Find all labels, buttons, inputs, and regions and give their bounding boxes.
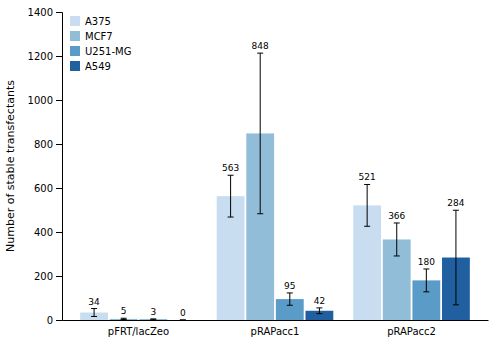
y-tick-label: 800 (34, 139, 53, 150)
legend-label: A549 (85, 61, 111, 72)
y-tick-mark (56, 56, 62, 57)
x-tick-label: pRAPacc2 (387, 326, 436, 337)
y-tick-label: 1200 (28, 51, 53, 62)
legend-item: MCF7 (70, 31, 113, 42)
y-tick-label: 1000 (28, 95, 53, 106)
legend-swatch (70, 46, 80, 56)
y-tick-mark (56, 100, 62, 101)
data-label: 42 (314, 296, 325, 306)
error-bar (180, 320, 186, 321)
y-tick-label: 400 (34, 227, 53, 238)
error-bar (228, 175, 234, 217)
data-label: 34 (88, 297, 100, 307)
legend-label: A375 (85, 16, 111, 27)
y-tick: 1000 (28, 95, 62, 106)
y-tick-label: 1400 (28, 7, 53, 18)
data-label: 180 (418, 257, 435, 267)
legend-item: A375 (70, 16, 111, 27)
x-tick: pRAPacc2 (387, 326, 436, 337)
data-labels: 34 563 521 5 848 366 3 95 180 0 42 284 (88, 41, 464, 318)
error-bar (453, 210, 459, 305)
error-bar (91, 309, 97, 317)
chart: 0 200 400 600 800 1000 1200 1400 pFRT/lacZeo pRAP… (0, 0, 500, 350)
data-label: 521 (359, 172, 376, 182)
error-bar (257, 53, 263, 214)
y-axis-line (56, 13, 63, 321)
data-label: 284 (447, 198, 464, 208)
legend-swatch (70, 31, 80, 41)
y-tick: 200 (34, 271, 62, 282)
data-label: 848 (252, 41, 269, 51)
data-label: 95 (284, 281, 295, 291)
x-axis-line (63, 320, 489, 321)
y-tick-mark (56, 232, 62, 233)
error-bar (150, 318, 156, 320)
y-tick: 800 (34, 139, 62, 150)
y-axis: 0 200 400 600 800 1000 1200 1400 (28, 7, 63, 326)
data-label: 5 (121, 306, 127, 316)
error-bar (364, 184, 370, 226)
data-label: 563 (222, 163, 239, 173)
x-tick: pRAPacc1 (251, 326, 300, 337)
y-tick: 0 (47, 315, 62, 326)
y-tick-mark (56, 320, 62, 321)
y-tick-label: 0 (47, 315, 53, 326)
y-axis-title: Number of stable transfectants (4, 80, 17, 252)
y-tick: 600 (34, 183, 62, 194)
legend-swatch (70, 16, 80, 26)
plot: 0 200 400 600 800 1000 1200 1400 pFRT/lacZeo pRAP… (4, 7, 489, 337)
error-bar (316, 308, 322, 314)
error-bar (423, 269, 429, 292)
legend-item: U251-MG (70, 46, 131, 57)
bar (169, 320, 197, 321)
bar (139, 319, 167, 320)
data-label: 3 (150, 307, 156, 317)
y-tick-label: 600 (34, 183, 53, 194)
y-tick-label: 200 (34, 271, 53, 282)
x-axis: pFRT/lacZeo pRAPacc1 pRAPacc2 (63, 321, 489, 338)
bar-series (180, 210, 470, 320)
x-tick: pFRT/lacZeo (108, 326, 169, 337)
legend-label: U251-MG (85, 46, 131, 57)
y-tick: 1200 (28, 51, 62, 62)
error-bar (121, 318, 127, 319)
y-tick-mark (56, 188, 62, 189)
error-bar (287, 293, 293, 305)
data-label: 0 (180, 308, 186, 318)
legend: A375 MCF7 U251-MG A549 (70, 16, 131, 72)
data-label: 366 (388, 211, 405, 221)
y-tick: 400 (34, 227, 62, 238)
bar-series (110, 53, 411, 320)
legend-item: A549 (70, 61, 111, 72)
x-tick-label: pRAPacc1 (251, 326, 300, 337)
legend-label: MCF7 (85, 31, 113, 42)
bar-series (80, 175, 381, 320)
y-tick-mark (56, 276, 62, 277)
bar (110, 319, 138, 320)
bars (80, 53, 470, 320)
x-tick-label: pFRT/lacZeo (108, 326, 169, 337)
y-tick-mark (56, 12, 62, 13)
y-tick-mark (56, 144, 62, 145)
error-bar (394, 223, 400, 256)
legend-swatch (70, 61, 80, 71)
y-tick: 1400 (28, 7, 62, 18)
bar-series (139, 269, 440, 320)
